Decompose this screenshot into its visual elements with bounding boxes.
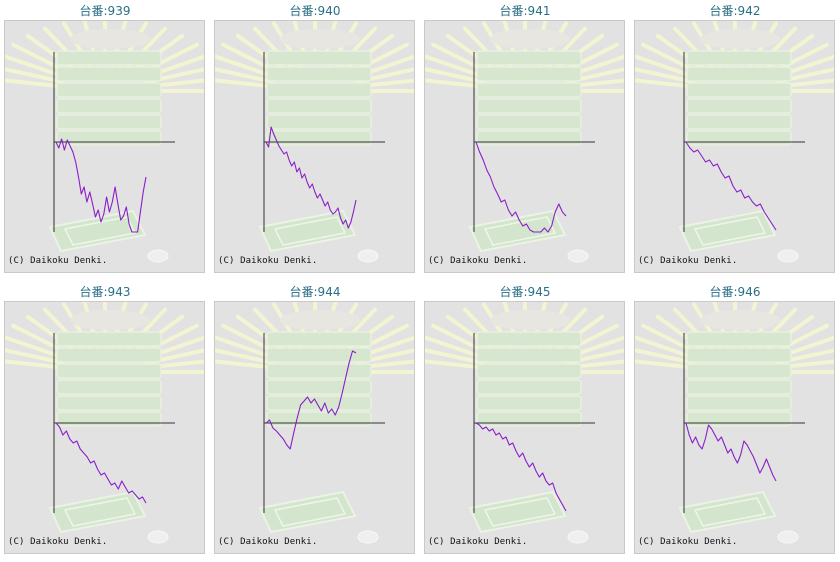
copyright-text: (C) Daikoku Denki.: [638, 256, 738, 266]
chart-panel: (C) Daikoku Denki.: [4, 301, 205, 554]
line-chart: [215, 21, 414, 263]
decorative-background: [425, 21, 624, 263]
chart-cell: 台番:940 (C) Daikoku Denki.: [210, 0, 420, 281]
data-series-line: [475, 141, 567, 233]
chart-cell: 台番:944 (C) Daikoku Denki.: [210, 281, 420, 562]
data-series-line: [475, 422, 567, 512]
decorative-background: [635, 21, 834, 263]
chart-panel: (C) Daikoku Denki.: [214, 301, 415, 554]
line-chart: [635, 302, 834, 544]
decorative-background: [635, 302, 834, 544]
chart-cell: 台番:945 (C) Daikoku Denki.: [420, 281, 630, 562]
chart-panel: (C) Daikoku Denki.: [424, 301, 625, 554]
data-series-line: [685, 422, 777, 482]
chart-panel: (C) Daikoku Denki.: [424, 20, 625, 273]
chart-title[interactable]: 台番:944: [289, 285, 341, 299]
decorative-background: [425, 302, 624, 544]
chart-cell: 台番:939 (C) Daikoku Denki.: [0, 0, 210, 281]
line-chart: [215, 302, 414, 544]
chart-title[interactable]: 台番:939: [79, 4, 131, 18]
chart-panel: (C) Daikoku Denki.: [634, 301, 835, 554]
chart-cell: 台番:946 (C) Daikoku Denki.: [630, 281, 840, 562]
chart-cell: 台番:941 (C) Daikoku Denki.: [420, 0, 630, 281]
data-series-line: [55, 422, 147, 504]
data-series-line: [265, 126, 357, 229]
copyright-text: (C) Daikoku Denki.: [638, 537, 738, 547]
copyright-text: (C) Daikoku Denki.: [428, 256, 528, 266]
chart-cell: 台番:943 (C) Daikoku Denki.: [0, 281, 210, 562]
chart-title[interactable]: 台番:940: [289, 4, 341, 18]
chart-title[interactable]: 台番:946: [709, 285, 761, 299]
data-series-line: [685, 141, 777, 231]
copyright-text: (C) Daikoku Denki.: [8, 256, 108, 266]
copyright-text: (C) Daikoku Denki.: [218, 537, 318, 547]
chart-cell: 台番:942 (C) Daikoku Denki.: [630, 0, 840, 281]
copyright-text: (C) Daikoku Denki.: [218, 256, 318, 266]
line-chart: [635, 21, 834, 263]
data-series-line: [265, 350, 357, 450]
line-chart: [5, 21, 204, 263]
decorative-background: [215, 302, 414, 544]
chart-title[interactable]: 台番:943: [79, 285, 131, 299]
chart-title[interactable]: 台番:945: [499, 285, 551, 299]
chart-panel: (C) Daikoku Denki.: [4, 20, 205, 273]
chart-panel: (C) Daikoku Denki.: [634, 20, 835, 273]
data-series-line: [55, 138, 147, 233]
copyright-text: (C) Daikoku Denki.: [8, 537, 108, 547]
decorative-background: [215, 21, 414, 263]
chart-title[interactable]: 台番:942: [709, 4, 761, 18]
copyright-text: (C) Daikoku Denki.: [428, 537, 528, 547]
chart-panel: (C) Daikoku Denki.: [214, 20, 415, 273]
line-chart: [5, 302, 204, 544]
decorative-background: [5, 302, 204, 544]
chart-title[interactable]: 台番:941: [499, 4, 551, 18]
line-chart: [425, 302, 624, 544]
line-chart: [425, 21, 624, 263]
